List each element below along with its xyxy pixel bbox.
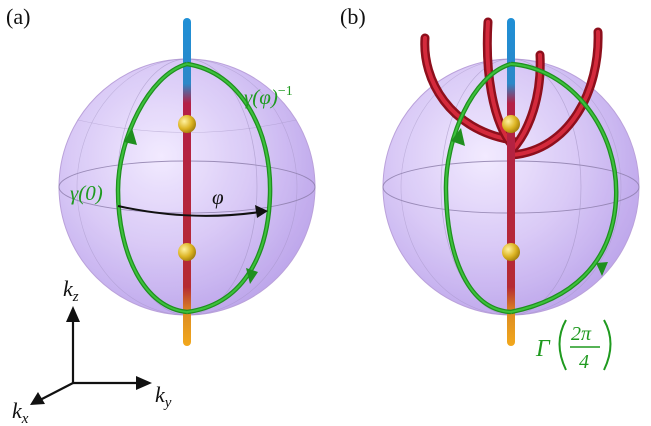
node-lower-a (178, 243, 196, 261)
label-phi: φ (212, 185, 224, 209)
loop-arrow-left-a (124, 128, 137, 145)
loop-big-gamma-b-right-inner (510, 63, 618, 313)
label-gamma-phi-inverse: γ(φ)−1 (244, 84, 293, 109)
axis-kx-label: kx (12, 398, 29, 426)
loop-gamma-phi-inv-a-inner (186, 63, 272, 313)
panel-a-label: (a) (6, 4, 30, 29)
loop-gamma-zero-a-inner (116, 63, 188, 313)
axis-ky-arrow (136, 376, 152, 390)
red-tube-2-hl (485, 20, 514, 147)
red-tube-3-hl (510, 53, 543, 152)
panel-b-label: (b) (340, 4, 366, 29)
phi-arrow-arc (117, 205, 261, 217)
big-gamma-symbol: Γ (535, 336, 551, 362)
node-upper-b (502, 115, 520, 133)
axis-kz-label: kz (63, 276, 79, 305)
axes-triad: kz ky kx (12, 276, 172, 426)
loop-arrow-right-a (246, 268, 258, 284)
panel-a: (a) γ(φ)−1 γ(0) φ (6, 4, 316, 346)
node-lower-b (502, 243, 520, 261)
red-tube-1-hl (422, 36, 514, 142)
red-tube-4-hl (510, 30, 601, 157)
loop-arrow-right-b (596, 262, 608, 276)
label-gamma-zero: γ(0) (70, 181, 103, 205)
node-upper-a (178, 115, 196, 133)
loop-arrow-left-b (451, 128, 465, 146)
big-gamma-paren-right (603, 319, 612, 371)
axis-kz-arrow (66, 306, 80, 322)
label-big-gamma: Γ 2π 4 (535, 319, 612, 373)
phi-arrow-head (255, 205, 268, 218)
rod-a (183, 18, 191, 346)
axis-kx-arrow (30, 392, 45, 405)
loop-big-gamma-b-inner (444, 63, 512, 313)
big-gamma-frac-num: 2π (571, 323, 592, 345)
axis-ky-label: ky (155, 382, 172, 411)
rod-b (507, 18, 515, 346)
big-gamma-frac-den: 4 (579, 351, 589, 373)
panel-b: (b) Γ 2π 4 (340, 4, 640, 373)
big-gamma-paren-left (558, 319, 567, 371)
axis-kx-line (39, 382, 74, 401)
